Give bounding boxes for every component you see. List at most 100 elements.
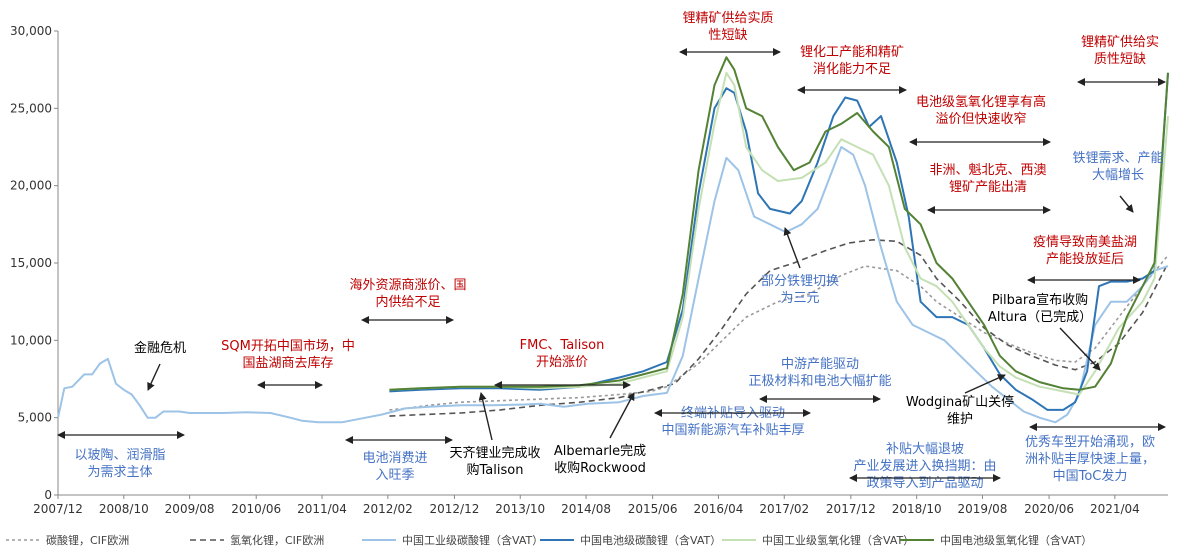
- x-tick-label: 2018/10: [892, 502, 942, 516]
- annotation-text: 维护: [947, 412, 973, 427]
- annotation-18: Pilbara宣布收购 Altura（已完成）: [988, 292, 1101, 371]
- annotation-text: 入旺季: [375, 468, 414, 483]
- x-tick-label: 2008/10: [99, 502, 149, 516]
- annotation-text: FMC、Talison: [520, 338, 605, 353]
- y-tick-label: 10,000: [10, 333, 52, 347]
- annotation-pointer-arrow: [609, 392, 635, 439]
- annotation-6: FMC、Talison 开始涨价: [494, 338, 631, 389]
- annotation-pointer-arrow: [478, 392, 493, 441]
- y-tick-label: 15,000: [10, 256, 52, 270]
- annotation-text: 为需求主体: [87, 465, 152, 480]
- annotation-text: 洲补贴丰厚快速上量，: [1025, 452, 1155, 467]
- annotation-text: 天齐锂业完成收: [449, 445, 540, 461]
- annotation-text: 质性短缺: [1094, 52, 1146, 67]
- annotation-text: 锂化工产能和精矿: [800, 45, 904, 60]
- legend-label-1: 氢氧化锂，CIF欧洲: [230, 533, 324, 547]
- annotation-text: 锂矿产能出清: [949, 180, 1027, 195]
- x-tick-label: 2017/12: [826, 502, 876, 516]
- x-tick-label: 2020/06: [1024, 502, 1074, 516]
- series-line-2: [57, 146, 1169, 424]
- annotation-pointer-arrow: [1119, 195, 1134, 213]
- annotation-text: SQM开拓中国市场，中: [221, 338, 355, 354]
- annotation-text: 中国新能源汽车补贴丰厚: [661, 422, 804, 438]
- legend-label-0: 碳酸锂，CIF欧洲: [46, 533, 129, 547]
- x-tick-label: 2012/02: [363, 502, 413, 516]
- annotation-text: 疫情导致南美盐湖: [1033, 234, 1137, 250]
- annotation-text: 铁锂需求、产能: [1072, 151, 1163, 166]
- annotation-text: 为三元: [780, 291, 819, 306]
- annotation-text: Altura（已完成）: [988, 310, 1092, 325]
- annotation-text: 大幅增长: [1092, 168, 1144, 183]
- annotation-text: 金融危机: [134, 340, 186, 356]
- annotation-text: 部分铁锂切换: [761, 274, 839, 289]
- x-tick-label: 2011/04: [297, 502, 347, 516]
- annotation-text: Pilbara宣布收购: [992, 292, 1088, 308]
- legend-label-5: 中国电池级氢氧化锂（含VAT）: [940, 533, 1092, 547]
- y-tick-label: 5,000: [18, 411, 52, 425]
- annotation-text: 电池级氢氧化锂享有高: [916, 94, 1046, 110]
- annotation-text: 锂精矿供给实质: [682, 11, 773, 26]
- annotation-text: 非洲、魁北克、西澳: [929, 162, 1046, 178]
- legend-label-3: 中国电池级碳酸锂（含VAT）: [580, 533, 721, 547]
- annotation-text: 产业发展进入换挡期：由: [853, 458, 996, 474]
- y-tick-label: 30,000: [10, 24, 52, 38]
- x-tick-label: 2012/12: [429, 502, 479, 516]
- x-tick-label: 2015/06: [628, 502, 678, 516]
- legend: 碳酸锂，CIF欧洲 氢氧化锂，CIF欧洲 中国工业级碳酸锂（含VAT） 中国电池级碳酸…: [6, 533, 1092, 547]
- annotation-text: 内供给不足: [375, 294, 440, 310]
- annotation-text: 国盐湖商去库存: [242, 355, 333, 371]
- legend-label-4: 中国工业级氢氧化锂（含VAT）: [762, 533, 914, 547]
- annotation-1: 金融危机: [134, 340, 186, 391]
- x-tick-label: 2014/08: [561, 502, 611, 516]
- annotation-text: 正极材料和电池大幅扩能: [748, 374, 891, 389]
- annotation-text: 收购Rockwood: [554, 460, 646, 476]
- annotation-text: 产能投放延后: [1046, 251, 1124, 267]
- series-line-5: [389, 56, 1169, 391]
- x-tick-label: 2019/08: [958, 502, 1008, 516]
- axes-layer: 0 5,000 10,000 15,000 20,000 25,000 30,000 2007…: [10, 24, 1168, 516]
- annotation-text: 开始涨价: [536, 355, 588, 370]
- annotation-pointer-arrow: [1059, 327, 1101, 371]
- annotation-text: 消化能力不足: [813, 62, 891, 77]
- annotation-text: 优秀车型开始涌现，欧: [1025, 434, 1155, 450]
- annotation-text: Wodgina矿山关停: [906, 394, 1014, 410]
- annotation-text: Albemarle完成: [554, 444, 646, 459]
- y-tick-label: 25,000: [10, 101, 52, 115]
- annotation-pointer-arrow: [783, 227, 801, 269]
- x-tick-label: 2013/10: [495, 502, 545, 516]
- annotation-pointer-arrow: [964, 374, 1006, 394]
- x-tick-label: 2010/06: [231, 502, 281, 516]
- x-tick-label: 2016/04: [694, 502, 744, 516]
- series-line-0: [389, 254, 1169, 411]
- x-tick-label: 2021/04: [1090, 502, 1140, 516]
- annotation-text: 海外资源商涨价、国: [349, 278, 466, 293]
- legend-label-2: 中国工业级碳酸锂（含VAT）: [402, 533, 543, 547]
- annotation-pointer-arrow: [147, 363, 161, 391]
- annotation-text: 补贴大幅退坡: [886, 442, 964, 457]
- series-line-1: [389, 239, 1169, 417]
- annotation-text: 以玻陶、润滑脂: [74, 447, 165, 463]
- y-tick-label: 0: [44, 488, 52, 502]
- annotation-text: 购Talison: [467, 462, 524, 478]
- x-tick-label: 2017/02: [759, 502, 809, 516]
